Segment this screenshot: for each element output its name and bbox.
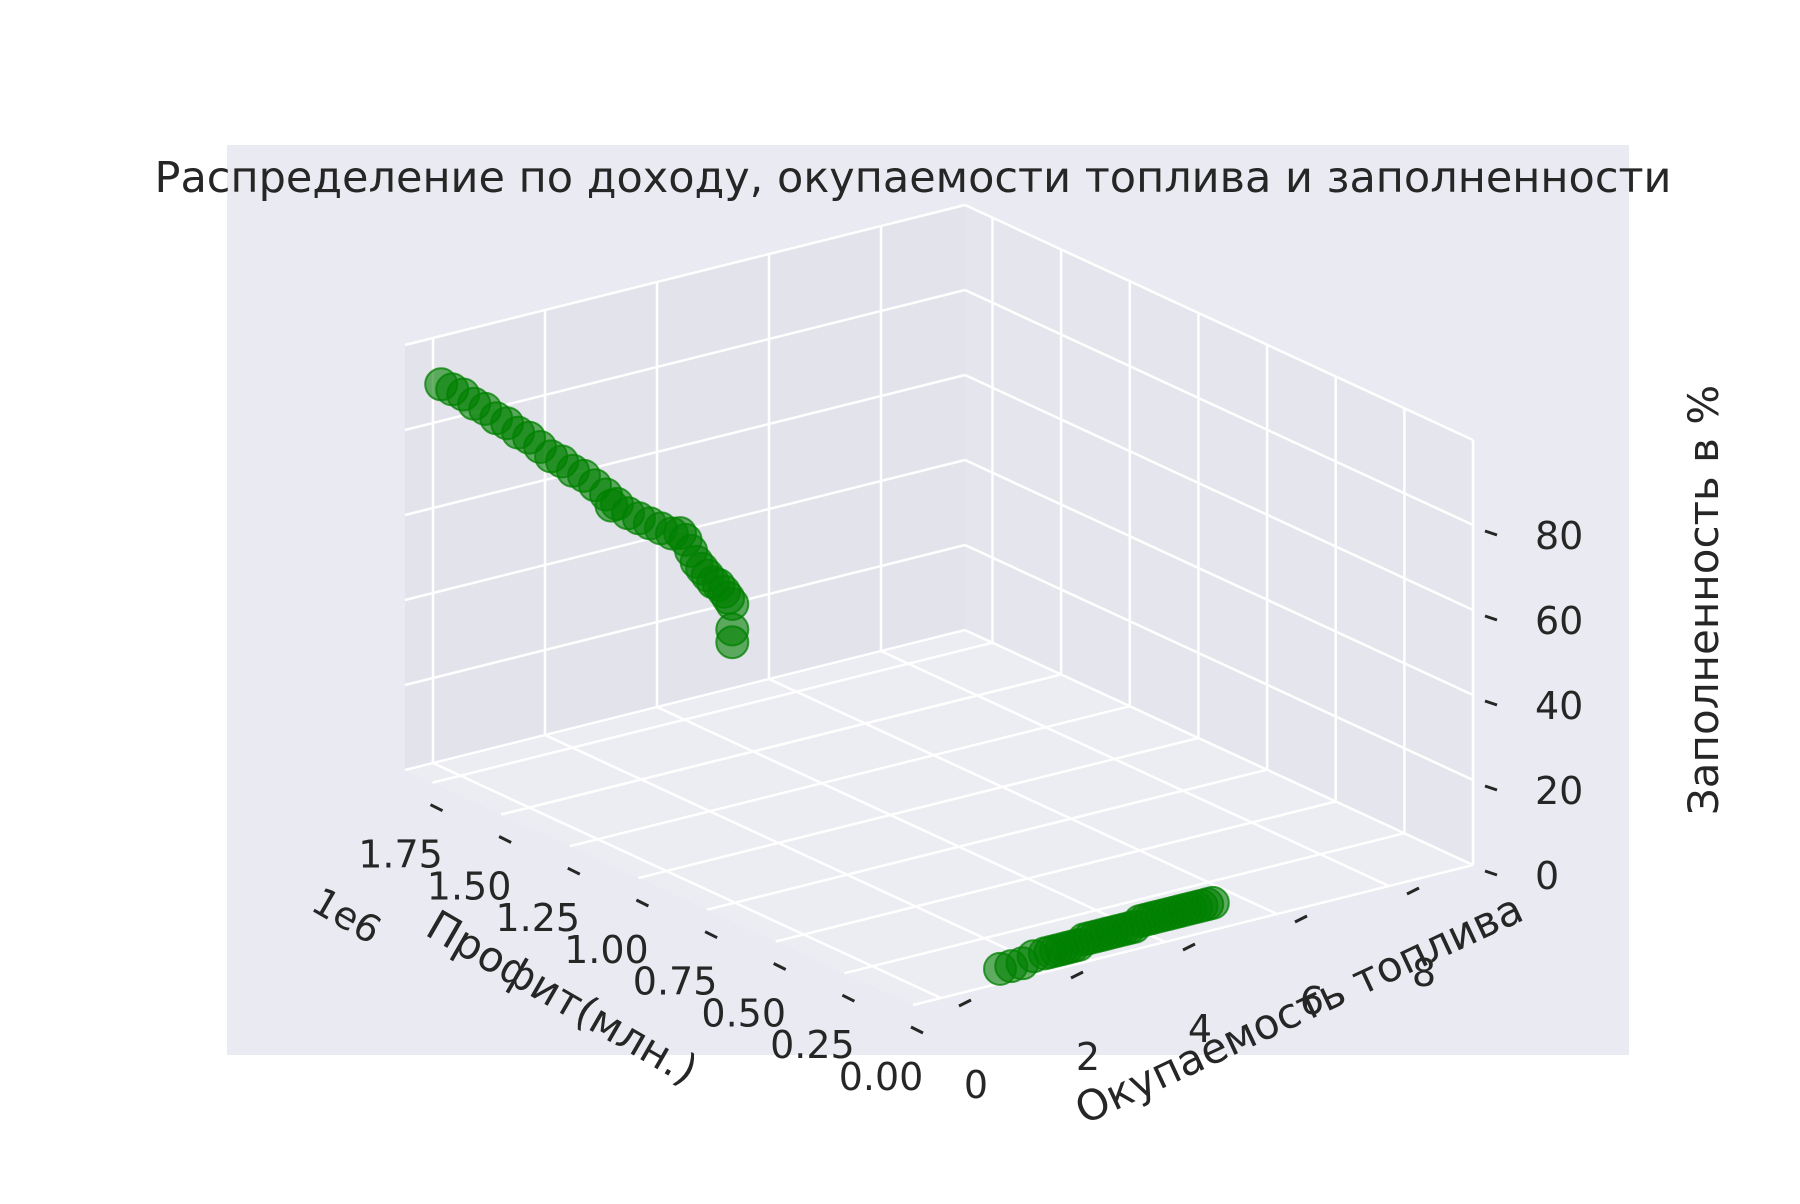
axis-ticks: 0.000.250.500.751.001.251.501.7502468020… (358, 514, 1583, 1107)
z-tick-mark (1484, 784, 1498, 792)
z-grid-line-right-wall (964, 458, 1474, 697)
data-points (424, 367, 1230, 986)
x-tick-mark (635, 898, 650, 908)
back-right-pane (965, 205, 1473, 865)
y-tick-mark (958, 998, 972, 1008)
x-grid-line-floor (432, 641, 993, 784)
z-grid-line-right-wall (964, 373, 1474, 612)
y-tick-label: 4 (1188, 1007, 1212, 1051)
y-tick-label: 2 (1076, 1035, 1100, 1079)
x-grid-line-floor (569, 704, 1131, 848)
y-grid-line-floor (880, 649, 1390, 888)
x-grid-line-floor (706, 768, 1268, 911)
z-tick-mark (1484, 614, 1498, 622)
z-tick-label: 40 (1535, 684, 1583, 728)
x-tick-label: 0.00 (839, 1055, 924, 1099)
y-tick-mark (1406, 886, 1420, 896)
x-tick-label: 1.00 (564, 928, 649, 972)
z-tick-mark (1484, 699, 1498, 707)
x-tick-label: 1.50 (427, 865, 512, 909)
z-tick-mark (1484, 869, 1498, 877)
x-grid-line-floor (844, 831, 1405, 975)
y-tick-mark (1070, 970, 1084, 980)
x-grid-line-floor (775, 800, 1337, 943)
z-axis-label: Заполненность в % (1679, 385, 1728, 815)
x-tick-mark (567, 866, 581, 876)
x-tick-mark (498, 835, 512, 844)
x-tick-label: 1.25 (495, 896, 580, 940)
y-grid-line-floor (656, 705, 1166, 944)
z-grid-line-right-wall (964, 628, 1474, 867)
z-grid-line-left-wall (404, 628, 966, 772)
scatter-point (983, 951, 1017, 986)
x-tick-mark (910, 1025, 924, 1035)
x-tick-label: 1.75 (358, 833, 443, 877)
grid-lines (404, 203, 1475, 1007)
z-grid-line-right-wall (964, 203, 1474, 442)
y-tick-label: 8 (1412, 951, 1436, 995)
z-tick-label: 80 (1535, 514, 1583, 558)
z-tick-label: 60 (1535, 599, 1583, 643)
x-tick-label: 0.50 (701, 992, 786, 1036)
z-tick-label: 0 (1535, 854, 1559, 898)
y-tick-label: 0 (964, 1063, 988, 1107)
z-tick-mark (1484, 529, 1498, 537)
y-grid-line-floor (432, 761, 942, 1000)
z-grid-line-left-wall (404, 543, 966, 687)
z-grid-line-right-wall (964, 543, 1474, 782)
x-grid-line-floor (500, 673, 1062, 816)
x-tick-label: 0.75 (633, 960, 718, 1004)
chart-title: Распределение по доходу, окупаемости топ… (155, 153, 1672, 203)
z-grid-line-left-wall (404, 203, 966, 347)
y-tick-label: 6 (1300, 979, 1324, 1023)
y-tick-mark (1294, 914, 1308, 924)
y-grid-line-floor (544, 733, 1054, 972)
y-tick-mark (1182, 942, 1196, 952)
z-grid-line-right-wall (964, 288, 1474, 527)
scatter-point (715, 625, 750, 660)
x-tick-mark (841, 993, 856, 1003)
x-tick-mark (429, 803, 444, 813)
z-tick-label: 20 (1535, 769, 1583, 813)
x-grid-line-floor (638, 736, 1199, 880)
x-tick-mark (704, 930, 718, 940)
x-tick-mark (773, 962, 787, 971)
y-grid-line-floor (768, 677, 1278, 916)
z-grid-line-left-wall (404, 373, 966, 517)
x-tick-label: 0.25 (770, 1023, 855, 1067)
